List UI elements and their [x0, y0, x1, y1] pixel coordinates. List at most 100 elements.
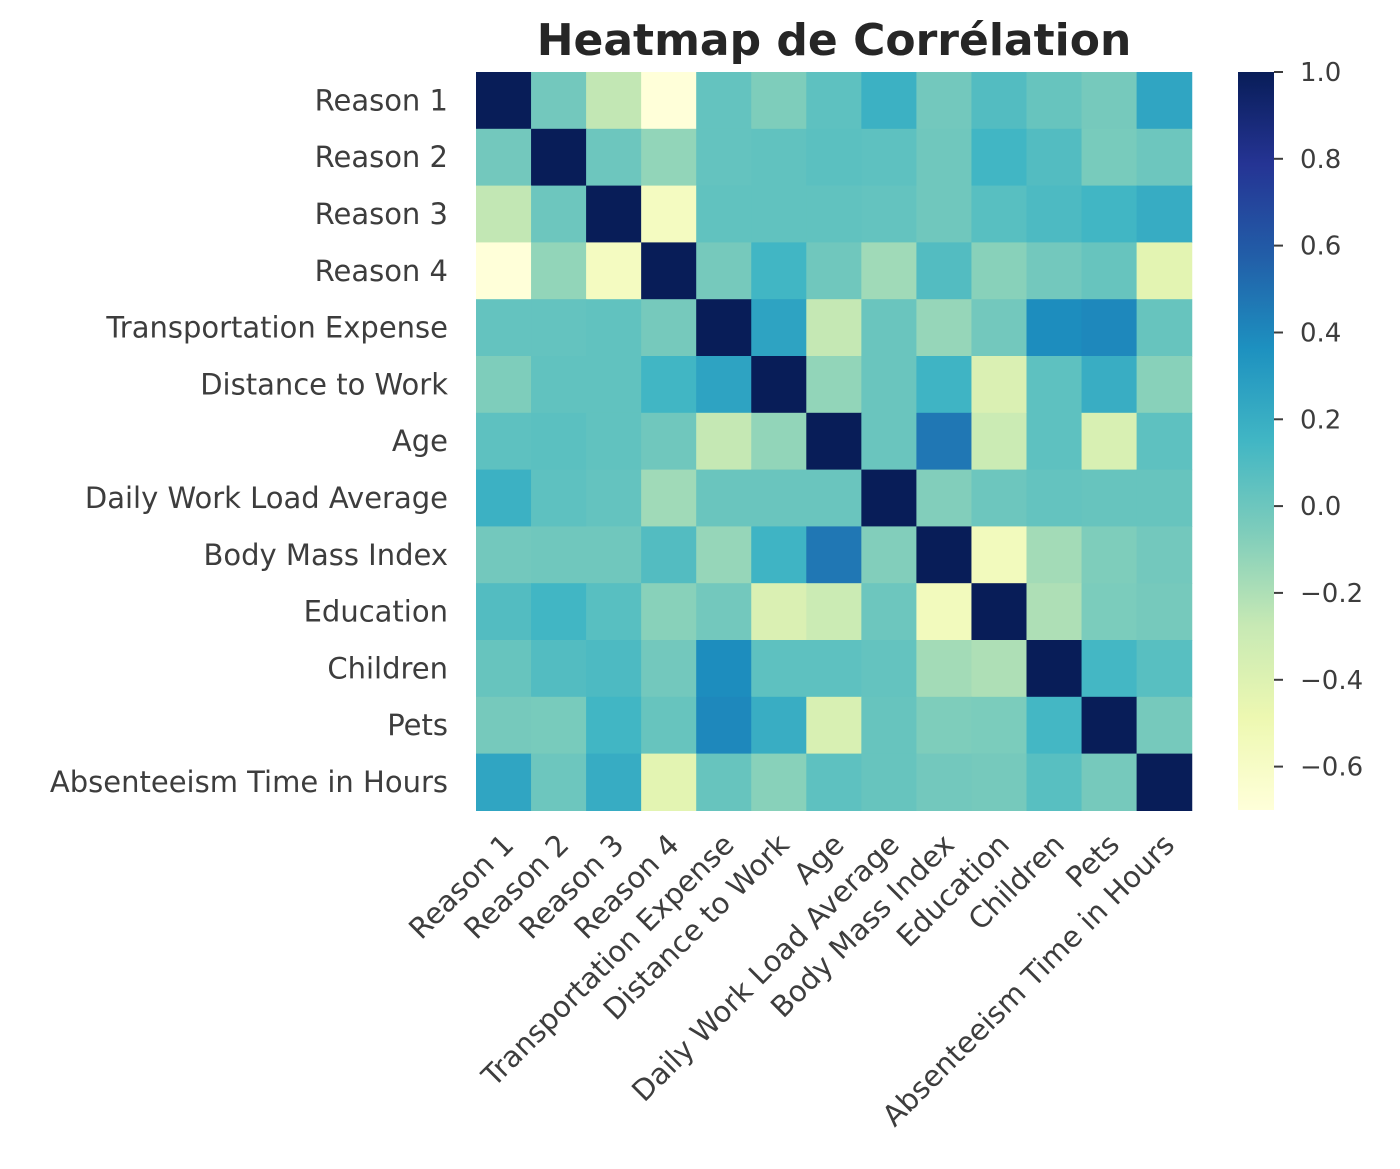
- row-label: Reason 1: [315, 83, 448, 117]
- heatmap-cell: [696, 696, 752, 755]
- heatmap-cell: [531, 753, 587, 811]
- heatmap-cell: [641, 469, 697, 527]
- heatmap-cell: [1026, 72, 1083, 130]
- heatmap-cell: [861, 242, 917, 300]
- heatmap-cell: [1136, 185, 1193, 243]
- heatmap-cell: [861, 356, 917, 414]
- heatmap-cell: [861, 583, 917, 641]
- heatmap-cell: [531, 583, 587, 641]
- row-label: Pets: [387, 708, 448, 742]
- heatmap-cell: [971, 299, 1028, 357]
- heatmap-cell: [916, 583, 973, 641]
- heatmap-cell: [751, 242, 807, 300]
- colorbar: 1.0 0.8 0.6 0.4 0.2 0.0 −0.2 −0.4 −0.6: [1238, 58, 1363, 810]
- colorbar-tick-label: 0.0: [1300, 492, 1341, 522]
- heatmap-cell: [586, 185, 642, 243]
- heatmap-cell: [861, 753, 917, 811]
- heatmap-cell: [696, 72, 752, 130]
- heatmap-cell: [806, 640, 862, 698]
- heatmap-cell: [641, 526, 697, 584]
- heatmap-cell: [586, 696, 642, 755]
- heatmap-cell: [696, 583, 752, 641]
- colorbar-tick-label: 0.6: [1300, 232, 1341, 262]
- heatmap-cell: [476, 640, 532, 698]
- heatmap-cell: [916, 299, 973, 357]
- heatmap-cell: [751, 583, 807, 641]
- heatmap-cell: [806, 299, 862, 357]
- heatmap-cell: [1081, 185, 1138, 243]
- heatmap-cell: [971, 185, 1028, 243]
- heatmap-cell: [806, 469, 862, 527]
- heatmap-cell: [641, 696, 697, 755]
- heatmap-cell: [531, 185, 587, 243]
- heatmap-cell: [641, 299, 697, 357]
- heatmap-cell: [696, 753, 752, 811]
- heatmap-cell: [861, 72, 917, 130]
- row-label: Distance to Work: [200, 367, 448, 401]
- heatmap-cell: [641, 72, 697, 130]
- heatmap-cell: [1081, 356, 1138, 414]
- heatmap-cell: [1081, 299, 1138, 357]
- heatmap-cell: [641, 356, 697, 414]
- row-label: Body Mass Index: [204, 538, 449, 572]
- heatmap-cell: [641, 185, 697, 243]
- heatmap-cell: [916, 72, 973, 130]
- heatmap-cell: [531, 72, 587, 130]
- heatmap-cell: [476, 412, 532, 471]
- heatmap-cell: [806, 583, 862, 641]
- heatmap-cell: [696, 469, 752, 527]
- heatmap-cell: [641, 640, 697, 698]
- heatmap-cell: [696, 640, 752, 698]
- colorbar-tick-label: 0.2: [1300, 405, 1341, 435]
- heatmap-cell: [586, 753, 642, 811]
- heatmap-cell: [806, 128, 862, 187]
- heatmap-cell: [806, 242, 862, 300]
- heatmap-cell: [916, 242, 973, 300]
- heatmap-cell: [861, 412, 917, 471]
- row-label: Transportation Expense: [105, 311, 448, 345]
- heatmap-cell: [751, 356, 807, 414]
- heatmap-cell: [916, 640, 973, 698]
- heatmap-cell: [696, 356, 752, 414]
- heatmap-cell: [1026, 185, 1083, 243]
- row-label: Age: [392, 424, 448, 458]
- heatmap-cell: [586, 356, 642, 414]
- heatmap-cell: [1026, 469, 1083, 527]
- heatmap-cell: [806, 526, 862, 584]
- heatmap-cell: [641, 128, 697, 187]
- colorbar-tick-label: −0.6: [1300, 753, 1363, 783]
- heatmap-cell: [696, 526, 752, 584]
- heatmap-cell: [971, 242, 1028, 300]
- heatmap-cell: [531, 469, 587, 527]
- heatmap-cell: [586, 526, 642, 584]
- heatmap-cell: [806, 412, 862, 471]
- colorbar-tick-label: −0.4: [1300, 666, 1363, 696]
- heatmap-cell: [916, 753, 973, 811]
- heatmap-cell: [971, 412, 1028, 471]
- heatmap-cell: [1136, 696, 1193, 755]
- heatmap-cell: [1136, 753, 1193, 811]
- heatmap-cell: [476, 72, 532, 130]
- heatmap-cell: [971, 583, 1028, 641]
- heatmap-cell: [751, 299, 807, 357]
- heatmap-cell: [751, 412, 807, 471]
- row-labels: Reason 1 Reason 2 Reason 3 Reason 4 Transpor…: [50, 83, 448, 799]
- heatmap-cell: [1136, 242, 1193, 300]
- heatmap-cell: [751, 753, 807, 811]
- heatmap-cell: [916, 469, 973, 527]
- heatmap-cell: [476, 583, 532, 641]
- heatmap-cell: [1026, 242, 1083, 300]
- heatmap-cell: [1026, 696, 1083, 755]
- heatmap-cell: [696, 242, 752, 300]
- heatmap-cell: [476, 753, 532, 811]
- heatmap-cell: [971, 128, 1028, 187]
- heatmap-cell: [971, 469, 1028, 527]
- heatmap-cell: [641, 753, 697, 811]
- heatmap-cell: [1081, 469, 1138, 527]
- heatmap-cell: [806, 72, 862, 130]
- heatmap-cell: [751, 72, 807, 130]
- heatmap-cell: [861, 696, 917, 755]
- heatmap-cell: [586, 72, 642, 130]
- heatmap-cell: [586, 583, 642, 641]
